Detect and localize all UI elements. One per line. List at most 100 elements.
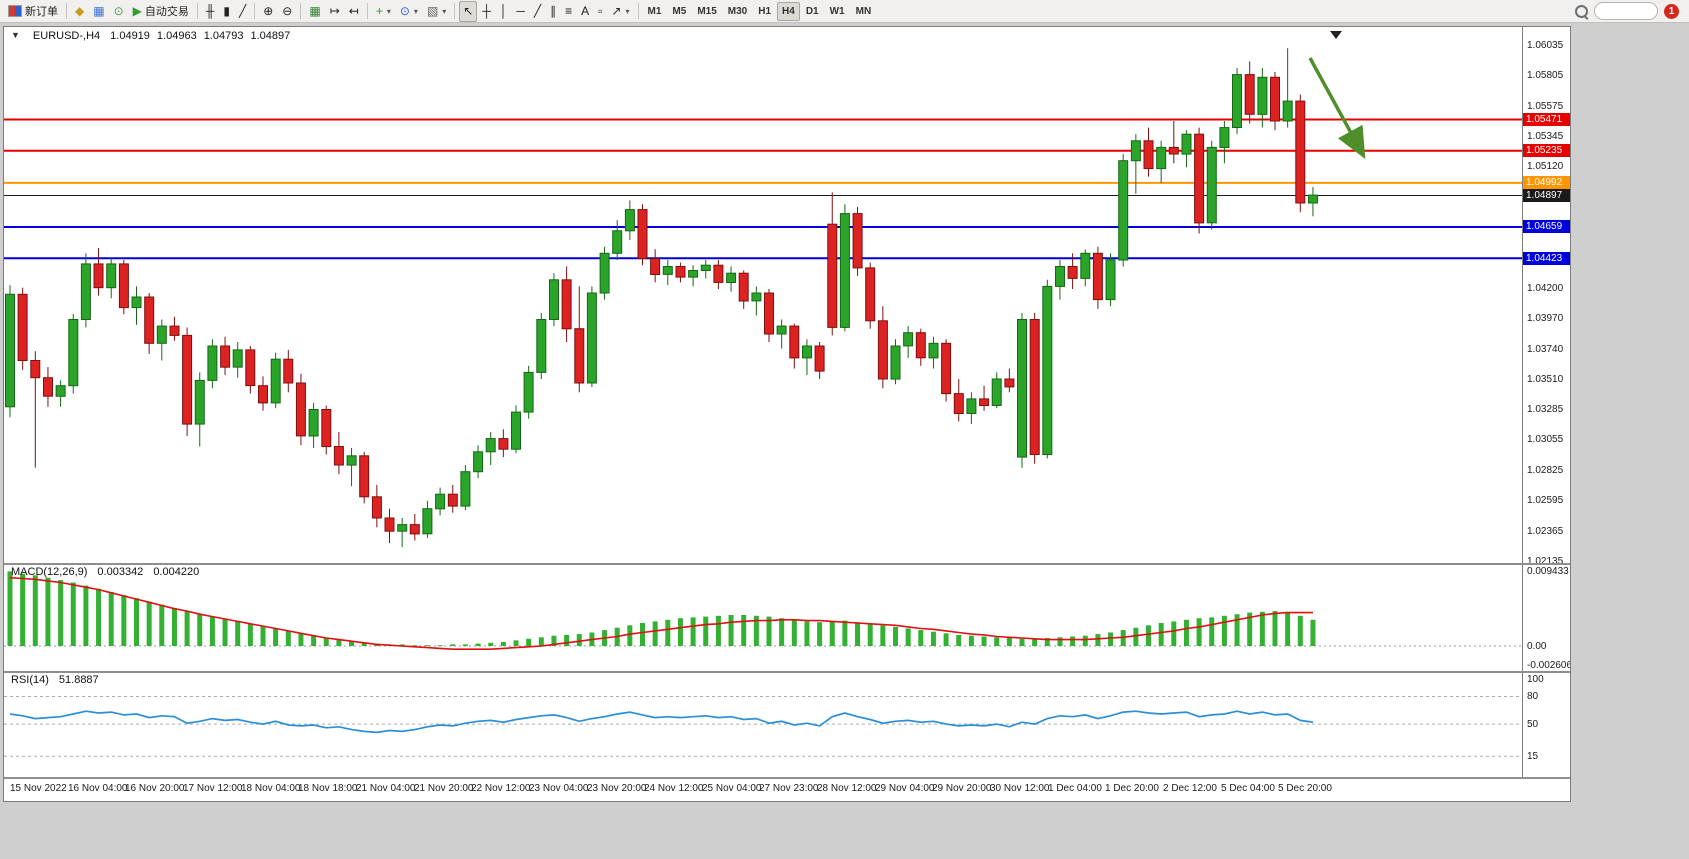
line-chart-type-button[interactable]: ╱: [235, 1, 250, 22]
line-chart-type-icon: ╱: [239, 4, 247, 18]
chart-shift-marker[interactable]: [1330, 31, 1342, 39]
timeframe-d1-button[interactable]: D1: [805, 5, 819, 17]
timeframe-mn-button[interactable]: MN: [855, 5, 872, 17]
macd-tick: 0.00: [1527, 641, 1547, 652]
price-tick: 1.02135: [1527, 556, 1564, 563]
price-axis: 1.06035 1.05805 1.05575 1.05345 1.05120 1.048…: [1522, 27, 1570, 563]
crosshair-button[interactable]: ┼: [478, 1, 495, 22]
time-tick-label: 29 Nov 20:00: [932, 783, 992, 794]
price-tick: 1.06035: [1527, 40, 1564, 51]
chevron-down-icon: ▾: [413, 6, 418, 16]
price-level-label[interactable]: 1.04659: [1523, 220, 1570, 233]
macd-panel[interactable]: 0.009433 0.00 -0.002606 MACD(12,26,9) 0.00…: [4, 565, 1570, 671]
timeframe-w1-button[interactable]: W1: [829, 5, 845, 17]
main-chart-panel[interactable]: 1.06035 1.05805 1.05575 1.05345 1.05120 1.048…: [4, 27, 1570, 563]
toolbar-separator: [454, 3, 456, 19]
time-tick-label: 17 Nov 12:00: [183, 783, 243, 794]
refresh-button[interactable]: ⊙: [110, 1, 128, 22]
time-tick-label: 18 Nov 18:00: [298, 783, 358, 794]
channel-icon: ∥: [550, 4, 557, 18]
price-level-label[interactable]: 1.04897: [1523, 189, 1570, 202]
time-tick-label: 15 Nov 2022: [10, 783, 67, 794]
price-tick: 1.02595: [1527, 495, 1564, 506]
autotrading-button[interactable]: ▶ 自动交易: [129, 1, 193, 22]
rsi-line: [9, 710, 1314, 734]
time-tick-label: 28 Nov 12:00: [817, 783, 877, 794]
vertical-line-button[interactable]: │: [496, 1, 512, 22]
annotation-arrow[interactable]: [1308, 57, 1366, 160]
price-tick: 1.02365: [1527, 526, 1564, 537]
panel-separator[interactable]: [4, 563, 1570, 565]
arrows-button[interactable]: ↗ ▾: [607, 1, 633, 22]
rsi-tick: 100: [1527, 674, 1544, 685]
tile-windows-button[interactable]: ▦: [305, 1, 324, 22]
templates-button[interactable]: ▧ ▾: [423, 1, 450, 22]
notification-badge[interactable]: 1: [1664, 3, 1679, 19]
periods-button[interactable]: ⊙ ▾: [396, 1, 422, 22]
rsi-label-overlay: RSI(14) 51.8887: [11, 674, 99, 686]
arrow-label-button[interactable]: ▫: [594, 1, 606, 22]
chart-menu-icon[interactable]: ▼: [11, 30, 20, 40]
macd-main-value: 0.003342: [97, 566, 144, 578]
search-box[interactable]: [1594, 2, 1658, 20]
time-tick-label: 24 Nov 12:00: [644, 783, 704, 794]
time-tick-label: 27 Nov 23:00: [759, 783, 819, 794]
timeframe-h1-button[interactable]: H1: [758, 5, 772, 17]
trendline-button[interactable]: ╱: [530, 1, 545, 22]
horizontal-line-button[interactable]: ─: [512, 1, 529, 22]
timeframe-h4-button[interactable]: H4: [777, 1, 800, 21]
text-icon: A: [581, 4, 590, 18]
rsi-panel[interactable]: 100 80 50 15 RSI(14) 51.8887: [4, 673, 1570, 777]
candlestick-type-button[interactable]: ▮: [219, 1, 234, 22]
macd-signal-value: 0.004220: [153, 566, 200, 578]
time-tick-label: 23 Nov 04:00: [529, 783, 589, 794]
time-tick-label: 23 Nov 20:00: [587, 783, 647, 794]
timeframe-m5-button[interactable]: M5: [672, 5, 687, 17]
rsi-indicator-label: RSI(14): [11, 674, 49, 686]
toolbar-button-group: 新订单 ◆ ▦ ⊙ ▶ 自动交易 ╫ ▮ ╱ ⊕ ⊖ ▦ ↦ ↤ + ▾ ⊙ ▾ ▧ ▾ ↖ ┼ │ ─ ╱ ∥ ≡ A ▫ ↗ ▾ M1 M5…: [4, 0, 876, 22]
chart-window-eurusd-h4[interactable]: 1.06035 1.05805 1.05575 1.05345 1.05120 1.048…: [3, 26, 1571, 802]
auto-scroll-button[interactable]: ↦: [326, 1, 344, 22]
price-level-label[interactable]: 1.04423: [1523, 252, 1570, 265]
cursor-button[interactable]: ↖: [459, 0, 478, 22]
horizontal-line-icon: ─: [516, 4, 525, 18]
templates-icon: ▧: [426, 4, 439, 18]
price-level-label[interactable]: 1.04992: [1523, 176, 1570, 189]
tile-windows-icon: ▦: [309, 4, 321, 18]
toolbar-search-input[interactable]: [1601, 4, 1651, 18]
zoom-in-button[interactable]: ⊕: [259, 1, 277, 22]
macd-axis: 0.009433 0.00 -0.002606: [1522, 565, 1570, 671]
charts-button[interactable]: ▦: [89, 1, 108, 22]
charts-icon: ▦: [93, 4, 105, 18]
candlestick-series: [5, 48, 1318, 548]
high-value: 1.04963: [156, 30, 197, 42]
new-order-button[interactable]: 新订单: [4, 1, 62, 22]
time-axis[interactable]: 15 Nov 2022 16 Nov 04:00 16 Nov 20:00 17 No…: [4, 779, 1570, 801]
indicators-icon: +: [375, 4, 383, 18]
price-level-label[interactable]: 1.05235: [1523, 144, 1570, 157]
indicators-button[interactable]: + ▾: [372, 1, 395, 22]
panel-separator[interactable]: [4, 671, 1570, 673]
price-tick: 1.03285: [1527, 404, 1564, 415]
chevron-down-icon: ▾: [386, 6, 391, 16]
zoom-out-button[interactable]: ⊖: [278, 1, 296, 22]
macd-chart[interactable]: [4, 565, 1522, 671]
candlestick-chart[interactable]: [4, 27, 1522, 563]
fibonacci-button[interactable]: ≡: [561, 1, 576, 22]
timeframe-m1-button[interactable]: M1: [647, 5, 662, 17]
price-tick: 1.05120: [1527, 161, 1564, 172]
text-button[interactable]: A: [577, 1, 593, 22]
price-level-label[interactable]: 1.05471: [1523, 113, 1570, 126]
panel-separator[interactable]: [4, 777, 1570, 779]
bar-chart-type-button[interactable]: ╫: [202, 1, 219, 22]
arrows-icon: ↗: [611, 4, 622, 18]
rsi-chart[interactable]: [4, 673, 1522, 777]
chart-shift-button[interactable]: ↤: [345, 1, 363, 22]
candlestick-type-icon: ▮: [223, 4, 230, 18]
macd-histogram: [7, 571, 1316, 646]
channel-button[interactable]: ∥: [546, 1, 560, 22]
search-icon[interactable]: [1575, 4, 1588, 18]
timeframe-m30-button[interactable]: M30: [727, 5, 748, 17]
metaquotes-button[interactable]: ◆: [71, 1, 88, 22]
timeframe-m15-button[interactable]: M15: [697, 5, 717, 17]
